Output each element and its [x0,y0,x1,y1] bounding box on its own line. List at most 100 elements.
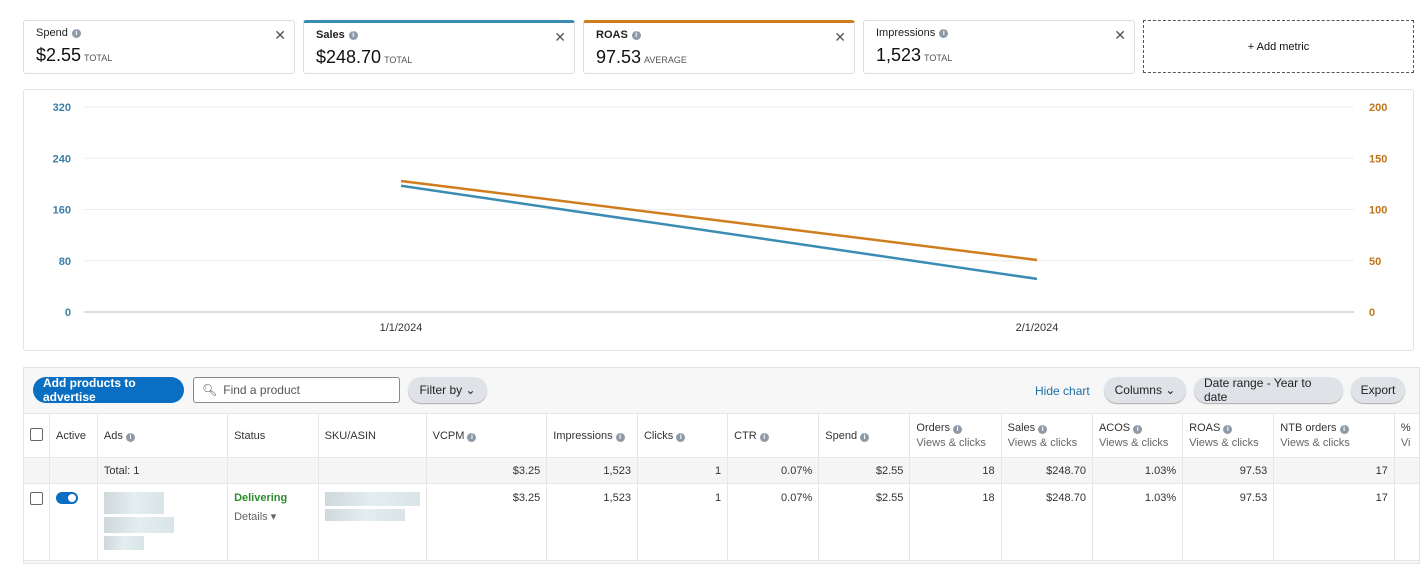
column-title: Spend [825,429,858,442]
column-header[interactable]: Sales i Views & clicks [1000,413,1093,458]
column-title: Impressions [553,429,613,442]
close-icon[interactable]: ✕ [554,29,566,45]
column-header[interactable]: Active [49,413,98,458]
metric-aggregation: TOTAL [84,53,113,63]
column-subtitle: Views & clicks [1007,437,1078,449]
hide-chart-link[interactable]: Hide chart [1035,384,1090,398]
y-right-tick: 100 [1369,205,1387,217]
info-icon[interactable]: i [125,432,135,442]
y-left-tick: 80 [59,256,71,268]
export-button[interactable]: Export [1351,377,1405,403]
series-line-roas [400,179,1038,262]
column-header[interactable]: Orders i Views & clicks [909,413,1002,458]
column-subtitle: Views & clicks [1189,437,1259,449]
row-cell: $2.55 [818,483,911,561]
total-cell: 1 [636,457,729,484]
info-icon[interactable]: i [348,30,358,40]
ad-thumbnail[interactable] [96,483,229,561]
x-tick: 2/1/2024 [1016,322,1059,334]
column-header[interactable]: VCPM i [425,413,548,458]
info-icon[interactable]: i [71,28,81,38]
total-cell: $3.25 [425,457,548,484]
row-cell: 1,523 [546,483,638,561]
column-header[interactable]: CTR i [727,413,820,458]
column-subtitle: Vi [1400,437,1411,449]
column-subtitle: Views & clicks [916,437,986,449]
info-icon[interactable]: i [676,432,686,442]
info-icon[interactable]: i [860,432,870,442]
column-title: VCPM [432,429,465,442]
column-header[interactable]: Impressions i [546,413,638,458]
metric-value: $2.55 [36,45,82,65]
column-header[interactable]: % Vi [1393,413,1420,458]
column-header[interactable]: Spend i [818,413,911,458]
metric-value: 97.53 [596,47,642,67]
column-title: % [1400,422,1411,434]
info-icon[interactable]: i [1133,425,1143,434]
row-cell: 1 [636,483,729,561]
metric-card-sales[interactable]: Sales i $248.70 TOTAL ✕ [303,20,575,74]
add-metric-button[interactable]: + Add metric [1143,20,1414,73]
metric-label: Spend [36,27,68,39]
filter-by-button[interactable]: Filter by ⌄ [408,377,487,403]
details-dropdown[interactable]: Details ▾ [234,511,277,523]
row-cell: $248.70 [1000,483,1093,561]
metric-aggregation: AVERAGE [644,55,687,65]
search-input[interactable]: 🔍︎ Find a product [193,377,400,403]
metric-card-roas[interactable]: ROAS i 97.53 AVERAGE ✕ [583,20,855,74]
date-range-button[interactable]: Date range - Year to date [1194,376,1343,404]
info-icon[interactable]: i [615,432,625,442]
column-title: ACOS [1098,422,1131,434]
column-subtitle: Views & clicks [1098,437,1169,449]
y-right-tick: 0 [1369,307,1375,319]
total-cell: 97.53 [1182,457,1275,484]
info-icon[interactable]: i [1223,425,1233,434]
column-header[interactable]: Ads i [96,413,229,458]
info-icon[interactable]: i [953,425,963,434]
info-icon[interactable]: i [1339,425,1349,434]
column-title: Ads [103,429,123,442]
close-icon[interactable]: ✕ [1114,27,1126,43]
close-icon[interactable]: ✕ [274,27,286,43]
total-cell: 18 [909,457,1002,484]
metric-card-impressions[interactable]: Impressions i 1,523 TOTAL ✕ [863,20,1135,74]
metric-value: $248.70 [316,47,382,67]
status-text: Delivering [234,492,288,504]
column-header[interactable]: Status [227,413,319,458]
ads-table: Active Ads i Status SKU/ASIN VCPM i Impressio… [23,413,1420,561]
close-icon[interactable]: ✕ [834,29,846,45]
info-icon[interactable]: i [759,432,769,442]
info-icon[interactable]: i [631,30,641,40]
add-products-button[interactable]: Add products to advertise [33,376,184,404]
row-cell: 1.03% [1091,483,1184,561]
column-title: Sales [1007,422,1036,434]
metric-aggregation: TOTAL [384,55,413,65]
info-icon[interactable]: i [467,432,477,442]
row-checkbox[interactable] [23,483,50,561]
columns-button[interactable]: Columns ⌄ [1104,377,1186,403]
series-line-sales [400,184,1038,281]
active-toggle[interactable] [49,483,98,561]
filter-label: Filter by [419,383,463,397]
column-header[interactable]: SKU/ASIN [317,413,427,458]
row-cell: 97.53 [1182,483,1275,561]
columns-label: Columns [1114,383,1162,397]
info-icon[interactable]: i [1038,425,1048,434]
y-left-tick: 320 [53,102,71,114]
select-all-checkbox[interactable] [23,413,50,458]
metric-label: Impressions [876,27,936,39]
column-title: NTB orders [1280,422,1337,434]
search-icon: 🔍︎ [202,383,218,397]
column-header[interactable]: NTB orders i Views & clicks [1273,413,1395,458]
column-header[interactable]: ACOS i Views & clicks [1091,413,1184,458]
y-left-tick: 240 [53,153,71,165]
y-right-tick: 150 [1369,153,1387,165]
info-icon[interactable]: i [939,28,949,38]
metric-card-spend[interactable]: Spend i $2.55 TOTAL ✕ [23,20,295,74]
column-title: Orders [916,422,951,434]
metric-label: Sales [316,29,345,41]
y-right-tick: 50 [1369,256,1381,268]
column-header[interactable]: Clicks i [636,413,729,458]
metric-aggregation: TOTAL [924,53,953,63]
column-header[interactable]: ROAS i Views & clicks [1182,413,1275,458]
